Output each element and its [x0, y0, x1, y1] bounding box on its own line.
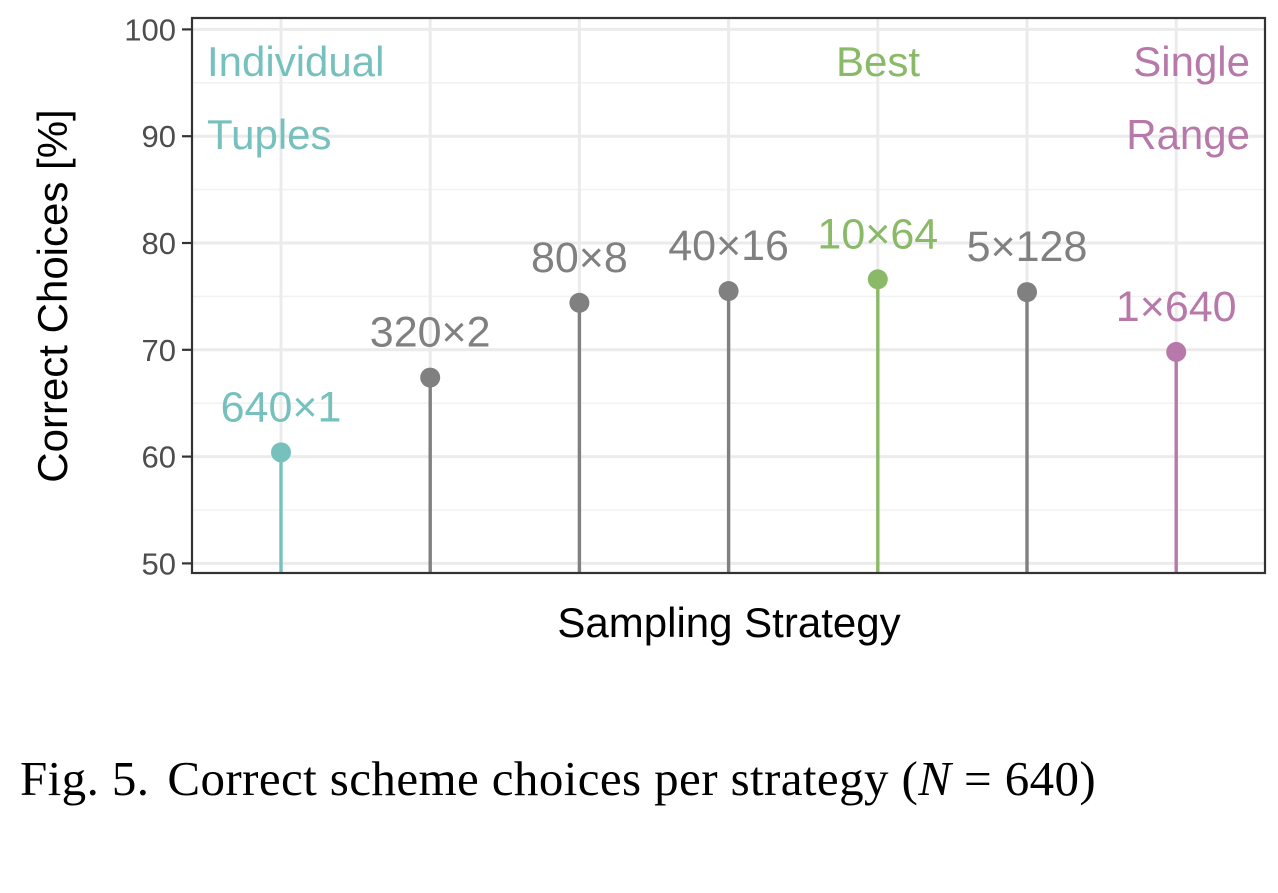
point-label: 1×640	[1116, 283, 1237, 331]
point-label: 40×16	[668, 222, 789, 270]
group-label-best: Best	[836, 38, 920, 85]
y-tick-label: 70	[142, 333, 176, 368]
y-axis-title: Correct Choices [%]	[29, 109, 76, 482]
y-tick-label: 50	[142, 546, 176, 581]
y-tick-label: 60	[142, 440, 176, 475]
point-label: 5×128	[967, 223, 1088, 271]
point-label: 640×1	[221, 383, 342, 431]
group-label-single-line2: Range	[1126, 111, 1250, 158]
chart-marks: 640×1 320×2 80×8 40×16 10×64 5×128 1×640	[221, 210, 1237, 572]
caption-text-before: Correct scheme choices per strategy (	[167, 751, 919, 806]
caption-number: Fig. 5.	[20, 751, 150, 806]
x-axis-title: Sampling Strategy	[557, 599, 900, 646]
group-label-individual-line1: Individual	[207, 38, 384, 85]
group-label-individual-line2: Tuples	[207, 111, 332, 158]
lollipop-point	[867, 269, 888, 290]
lollipop-point	[420, 367, 441, 388]
y-tick-label: 90	[142, 119, 176, 154]
y-axis: 50 60 70 80 90 100	[124, 12, 192, 581]
lollipop-point	[271, 442, 291, 463]
figure-caption: Fig. 5. Correct scheme choices per strate…	[20, 748, 1270, 810]
y-tick-label: 80	[142, 226, 176, 261]
lollipop-chart: 640×1 320×2 80×8 40×16 10×64 5×128 1×640 50 60 7…	[29, 12, 1267, 646]
y-tick-label: 100	[124, 12, 176, 47]
caption-variable: N	[918, 751, 952, 806]
caption-text-after: = 640)	[951, 751, 1097, 806]
point-label: 10×64	[817, 210, 938, 258]
lollipop-point	[1166, 341, 1187, 362]
group-label-single-line1: Single	[1133, 38, 1250, 85]
lollipop-point	[718, 281, 739, 302]
point-label: 80×8	[531, 234, 628, 282]
lollipop-point	[1017, 282, 1037, 303]
plot-panel-border	[190, 16, 1267, 575]
point-label: 320×2	[370, 309, 491, 357]
lollipop-point	[569, 292, 590, 313]
